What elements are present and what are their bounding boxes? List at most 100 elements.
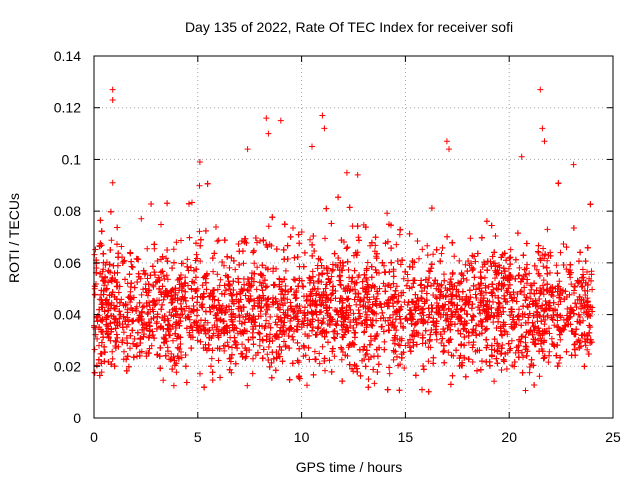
data-point xyxy=(444,325,451,331)
data-point xyxy=(293,287,300,294)
data-point xyxy=(246,298,253,305)
data-point xyxy=(469,344,476,351)
data-point xyxy=(256,330,263,337)
data-point xyxy=(506,277,513,283)
data-point xyxy=(359,357,366,364)
data-point xyxy=(209,255,216,262)
data-point xyxy=(339,378,346,385)
data-point xyxy=(276,353,283,360)
data-point xyxy=(368,263,375,270)
data-point xyxy=(345,266,352,273)
data-point xyxy=(168,287,175,294)
data-point xyxy=(270,299,277,306)
data-point xyxy=(411,333,418,340)
data-point xyxy=(400,275,407,282)
data-point xyxy=(272,295,279,302)
data-point xyxy=(201,326,208,333)
data-point xyxy=(286,376,293,383)
data-point xyxy=(133,303,140,310)
data-point xyxy=(344,296,351,303)
data-point xyxy=(163,255,170,262)
data-point xyxy=(114,241,120,248)
data-point xyxy=(339,259,346,266)
data-point xyxy=(560,287,566,294)
data-point xyxy=(544,287,551,294)
data-point xyxy=(192,274,199,281)
data-point xyxy=(311,348,318,355)
data-point xyxy=(257,308,264,315)
data-point xyxy=(280,328,287,335)
data-point xyxy=(114,224,121,231)
data-point xyxy=(540,245,547,252)
data-point xyxy=(190,308,197,315)
data-point xyxy=(531,262,538,269)
data-point xyxy=(525,304,531,311)
data-point xyxy=(541,307,548,314)
data-point xyxy=(121,257,128,264)
data-point xyxy=(388,259,395,266)
data-point xyxy=(194,337,201,344)
data-point xyxy=(467,294,474,301)
data-point xyxy=(338,314,345,321)
data-point xyxy=(557,354,564,361)
data-point xyxy=(221,262,227,269)
data-point xyxy=(488,342,495,349)
data-point xyxy=(259,355,266,362)
data-point xyxy=(241,327,248,334)
data-point xyxy=(128,263,135,270)
data-point xyxy=(350,310,357,317)
data-point xyxy=(427,331,434,338)
data-point xyxy=(506,255,513,262)
data-point xyxy=(571,287,577,294)
data-point xyxy=(411,259,418,266)
data-point xyxy=(130,294,137,301)
data-point xyxy=(519,333,526,340)
data-point xyxy=(547,269,553,276)
data-point xyxy=(292,295,299,302)
data-point xyxy=(306,332,312,339)
data-point xyxy=(526,270,533,277)
data-point xyxy=(476,285,483,292)
data-point xyxy=(365,376,372,383)
data-point xyxy=(296,240,303,247)
data-point xyxy=(274,300,281,307)
data-point xyxy=(351,329,358,336)
data-point xyxy=(521,266,528,273)
data-point xyxy=(194,299,201,306)
data-point xyxy=(171,357,178,364)
data-point xyxy=(411,277,418,284)
data-point xyxy=(343,245,350,252)
data-point xyxy=(390,356,397,363)
data-point xyxy=(537,340,544,347)
data-point xyxy=(571,341,578,348)
data-point xyxy=(153,320,160,327)
data-point xyxy=(226,303,232,310)
data-point xyxy=(182,279,189,286)
data-point xyxy=(452,312,458,318)
data-point xyxy=(281,256,288,263)
data-point xyxy=(215,328,222,335)
data-point xyxy=(344,258,351,265)
data-point xyxy=(226,366,233,373)
data-point xyxy=(409,284,415,291)
data-point xyxy=(438,340,445,346)
data-point xyxy=(145,350,152,357)
data-point xyxy=(344,353,351,359)
data-point xyxy=(465,301,472,308)
data-point xyxy=(96,324,103,331)
data-point xyxy=(546,348,553,355)
data-point xyxy=(262,311,269,317)
data-point xyxy=(281,221,288,228)
data-point xyxy=(130,354,137,361)
data-point xyxy=(375,361,382,368)
data-point xyxy=(287,303,294,310)
data-point xyxy=(499,342,506,348)
data-point xyxy=(433,246,440,253)
data-point xyxy=(172,330,179,337)
data-point xyxy=(347,319,354,326)
data-point xyxy=(498,280,505,287)
data-point xyxy=(462,373,469,380)
data-point xyxy=(444,233,451,240)
data-point xyxy=(401,365,408,371)
data-point xyxy=(226,264,233,271)
